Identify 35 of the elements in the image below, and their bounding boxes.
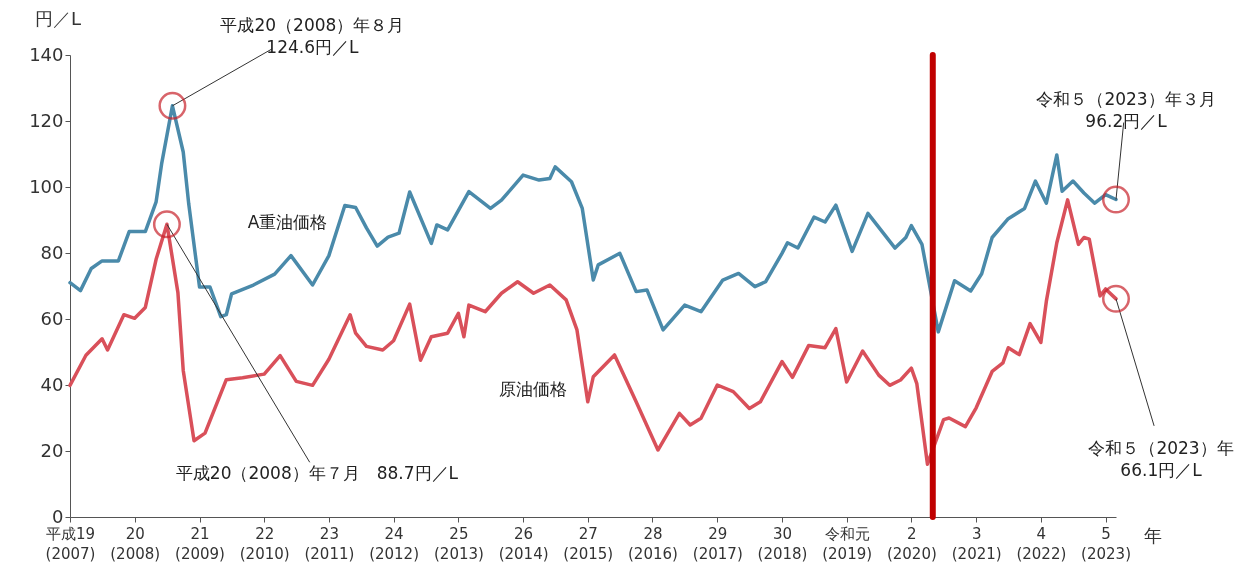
y-tick-label: 140: [29, 43, 64, 65]
x-tick-label: 25 (2013): [433, 524, 484, 563]
annotation: 平成20（2008）年８月 124.6円／L: [220, 14, 405, 57]
annotation: 平成20（2008）年７月 88.7円／L: [175, 463, 459, 484]
x-tick-label: 22 (2010): [239, 524, 290, 563]
y-axis-title: 円／L: [35, 8, 82, 29]
annotation: 令和５（2023）年 66.1円／L: [1088, 437, 1234, 480]
x-tick-label: 24 (2012): [369, 524, 420, 563]
x-tick-label: 2 (2020): [886, 524, 937, 563]
series-label: 原油価格: [498, 378, 567, 399]
x-tick-label: 4 (2022): [1016, 524, 1067, 563]
x-tick-label: 28 (2016): [628, 524, 678, 563]
x-tick-label: 20 (2008): [110, 524, 161, 563]
annotation: 令和５（2023）年３月 96.2円／L: [1036, 88, 1216, 131]
series-label: A重油価格: [247, 212, 328, 233]
y-tick-label: 100: [29, 175, 64, 197]
y-tick-label: 120: [29, 109, 64, 131]
point: [1102, 284, 1130, 313]
x-tick-label: 平成19 (2007): [45, 524, 96, 563]
y-tick-label: 0: [52, 505, 64, 527]
x-tick-label: 21 (2009): [175, 524, 225, 563]
x-tick-label: 5 (2023): [1081, 524, 1131, 563]
x-tick-label: 26 (2014): [498, 524, 549, 563]
x-tick-label: 27 (2015): [563, 524, 614, 563]
y-tick-label: 20: [40, 439, 64, 461]
y-tick-label: 60: [40, 307, 64, 329]
x-tick-label: 23 (2011): [304, 524, 355, 563]
x-tick-label: 3 (2021): [951, 524, 1002, 563]
y-tick-label: 80: [40, 241, 64, 263]
y-tick-label: 40: [40, 373, 64, 395]
x-tick-label: 令和元 (2019): [822, 524, 873, 563]
x-axis-title: 年: [1144, 525, 1162, 546]
x-tick-label: 29 (2017): [692, 524, 743, 563]
point: [152, 210, 181, 239]
x-tick-label: 30 (2018): [757, 524, 808, 563]
